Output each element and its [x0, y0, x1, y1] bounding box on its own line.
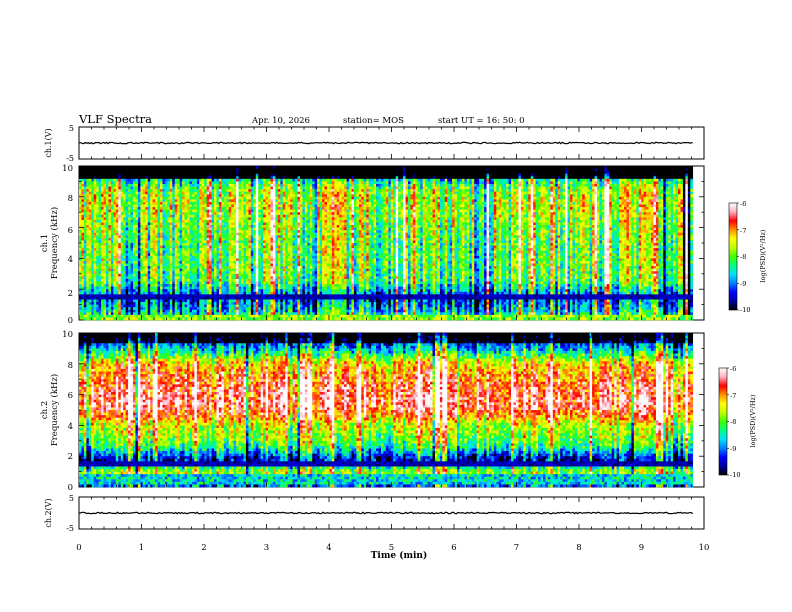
ch2-spectrogram-panel: 0 2 4 6 8 10 ch.2 Frequency (kHz): [40, 330, 705, 493]
ch1-spec-ytick-8: 8: [68, 194, 73, 204]
ch1-colorbar-tick-m6: -6: [740, 200, 746, 208]
x-tick-6: 6: [451, 543, 456, 553]
ch2-wave-ytick-top: 5: [69, 494, 74, 503]
x-axis-label: Time (min): [371, 550, 428, 561]
ch1-waveform-ticks: [78, 127, 705, 159]
ch2-colorbar-tick-m7: -7: [730, 392, 736, 400]
ch1-spectrogram-ticks: [78, 165, 705, 321]
x-tick-8: 8: [576, 543, 581, 553]
ch2-spec-ytick-2: 2: [68, 452, 73, 462]
ch1-spec-ytick-0: 0: [68, 316, 73, 326]
ch1-colorbar-label: log(PSD)(V²/Hz): [759, 229, 767, 282]
ch1-spec-ylabel-frequency: Frequency (kHz): [49, 207, 60, 279]
x-tick-10: 10: [699, 543, 710, 553]
x-tick-4: 4: [326, 543, 331, 553]
date-label: Apr. 10, 2026: [251, 116, 310, 126]
ch2-spec-ylabel-frequency: Frequency (kHz): [49, 374, 60, 446]
ch2-spectrogram-data: [79, 333, 694, 488]
ch2-colorbar: -6 -7 -8 -9 -10 log(PSD)(V²/Hz): [718, 365, 757, 479]
ch1-colorbar: -6 -7 -8 -9 -10 log(PSD)(V²/Hz): [728, 200, 767, 314]
x-tick-3: 3: [264, 543, 269, 553]
x-tick-0: 0: [76, 543, 81, 553]
ch1-wave-ytick-bottom: -5: [66, 154, 74, 163]
ch2-spec-ytick-8: 8: [68, 361, 73, 371]
ch1-colorbar-tick-m8: -8: [740, 253, 746, 261]
ch1-spec-ytick-6: 6: [68, 226, 73, 236]
ch2-spec-ytick-10: 10: [62, 330, 73, 340]
ch2-colorbar-label: log(PSD)(V²/Hz): [749, 394, 757, 447]
ch2-spec-ylabel-channel: ch.2: [40, 401, 50, 419]
ch2-spec-ytick-0: 0: [68, 483, 73, 493]
ch1-waveform-panel: 5 -5 ch.1(V): [44, 124, 705, 163]
start-time-label: start UT = 16: 50: 0: [438, 116, 525, 126]
ch1-spec-ytick-10: 10: [62, 164, 73, 174]
ch2-spec-ytick-6: 6: [68, 391, 73, 401]
ch2-colorbar-tick-m8: -8: [730, 418, 736, 426]
ch1-colorbar-tick-m10: -10: [740, 306, 750, 314]
ch2-spectrogram-ticks: [78, 332, 705, 488]
ch1-spec-ytick-4: 4: [68, 255, 73, 265]
x-axis: 0 1 2 3 4 5 6 7 8 9 10 Time (min): [76, 543, 709, 561]
x-tick-9: 9: [639, 543, 644, 553]
ch1-spec-ytick-2: 2: [68, 289, 73, 299]
ch2-colorbar-tick-m9: -9: [730, 445, 736, 453]
ch2-wave-ytick-bottom: -5: [66, 524, 74, 533]
ch2-colorbar-tick-m10: -10: [730, 471, 740, 479]
ch2-waveform-line: [78, 511, 694, 515]
ch2-colorbar-gradient: [718, 367, 728, 476]
ch1-waveform-line: [78, 141, 693, 145]
ch1-colorbar-ticks: [737, 202, 739, 311]
ch2-waveform-panel: 5 -5 ch.2(V): [44, 494, 705, 533]
x-tick-5: 5: [389, 543, 394, 553]
ch2-spec-ytick-4: 4: [68, 422, 73, 432]
ch1-colorbar-tick-m9: -9: [740, 280, 746, 288]
ch1-wave-ytick-top: 5: [69, 124, 74, 133]
station-label: station= MOS: [343, 116, 404, 126]
ch2-wave-ylabel: ch.2(V): [44, 498, 53, 527]
ch2-waveform-ticks: [78, 497, 705, 529]
x-tick-1: 1: [139, 543, 144, 553]
ch1-colorbar-tick-m7: -7: [740, 227, 746, 235]
ch1-wave-ylabel: ch.1(V): [44, 128, 53, 157]
x-tick-2: 2: [201, 543, 206, 553]
ch1-spectrogram-data: [79, 166, 694, 321]
ch2-colorbar-ticks: [727, 367, 729, 476]
ch1-spectrogram-panel: 0 2 4 6 8 10 ch.1 Frequency (kHz): [40, 164, 705, 326]
ch1-colorbar-gradient: [728, 202, 738, 311]
x-tick-7: 7: [514, 543, 519, 553]
figure-title: VLF Spectra: [78, 112, 152, 126]
ch2-colorbar-tick-m6: -6: [730, 365, 736, 373]
ch1-spec-ylabel-channel: ch.1: [40, 234, 50, 252]
